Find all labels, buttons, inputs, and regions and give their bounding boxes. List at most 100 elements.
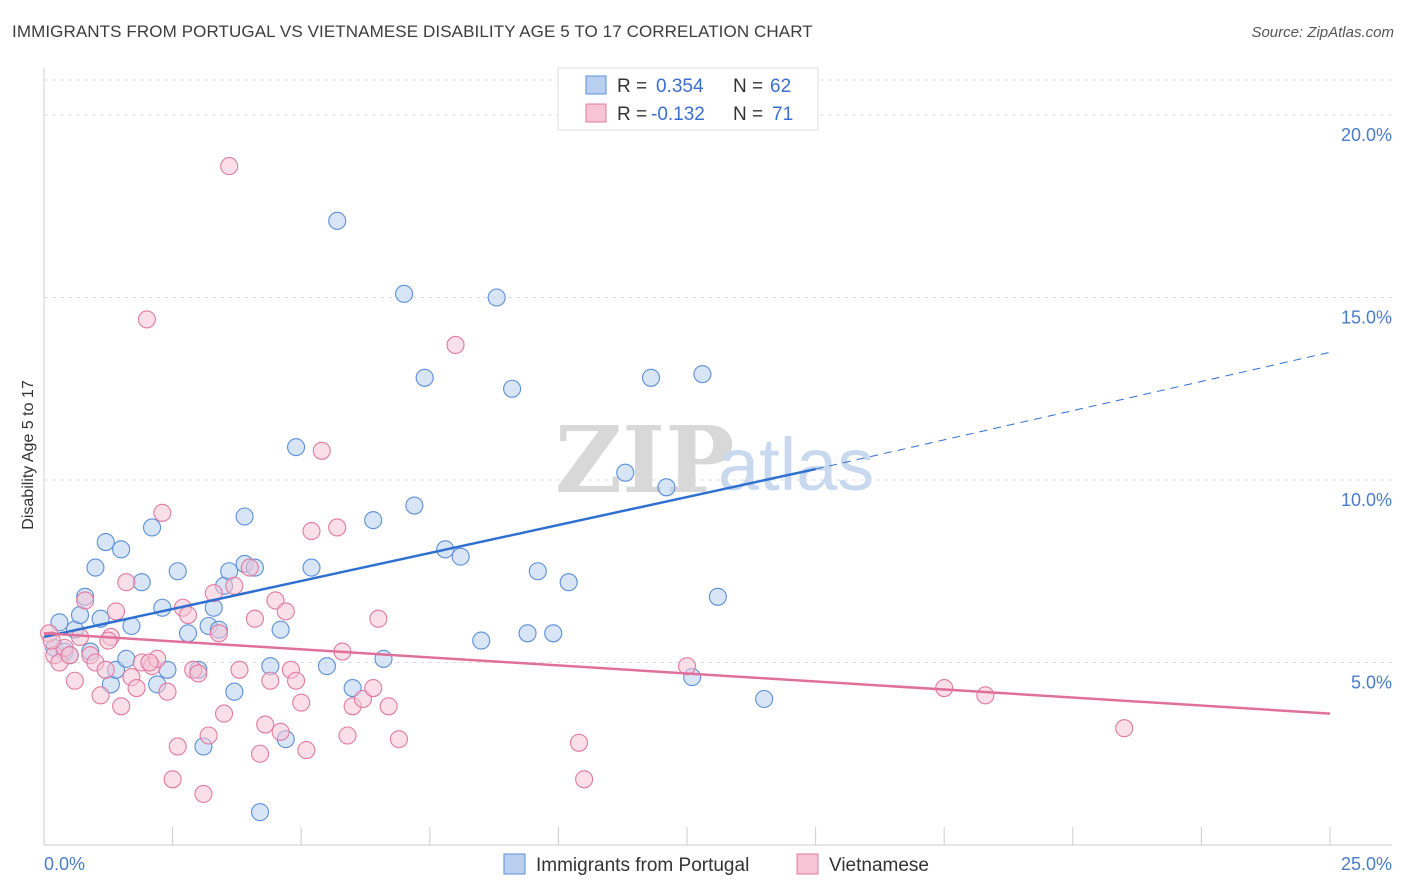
point-vietnamese xyxy=(297,741,316,760)
chart-source: Source: ZipAtlas.com xyxy=(1251,24,1394,41)
point-portugal xyxy=(395,284,414,303)
legend-n-label-2: N = xyxy=(733,104,763,125)
point-vietnamese xyxy=(389,730,408,749)
point-vietnamese xyxy=(204,584,223,603)
x-tick-labels: 0.0% 25.0% xyxy=(44,854,1392,874)
point-vietnamese xyxy=(230,660,249,679)
y-tick-label: 10.0% xyxy=(1341,490,1392,510)
point-portugal xyxy=(641,368,661,387)
point-portugal xyxy=(528,562,547,581)
data-points xyxy=(40,157,1134,822)
y-tick-labels: 5.0% 10.0% 15.0% 20.0% xyxy=(1341,125,1392,693)
y-axis-label: Disability Age 5 to 17 xyxy=(20,380,37,530)
point-vietnamese xyxy=(112,697,131,716)
bottom-legend-swatch-vietnamese xyxy=(796,853,819,875)
point-portugal xyxy=(616,463,635,482)
point-vietnamese xyxy=(338,726,357,745)
point-vietnamese xyxy=(117,573,136,592)
y-tick-label: 15.0% xyxy=(1341,308,1392,328)
point-vietnamese xyxy=(168,737,187,756)
point-vietnamese xyxy=(153,503,172,522)
legend: R = 0.354 N = 62 R = -0.132 N = 71 xyxy=(557,67,819,131)
point-vietnamese xyxy=(328,518,347,537)
point-vietnamese xyxy=(302,522,321,541)
point-vietnamese xyxy=(99,631,118,650)
point-vietnamese xyxy=(287,671,306,690)
point-vietnamese xyxy=(140,653,159,672)
point-portugal xyxy=(287,438,306,457)
point-vietnamese xyxy=(127,678,146,698)
point-vietnamese xyxy=(214,704,234,723)
x-tick-label: 25.0% xyxy=(1341,854,1392,874)
point-vietnamese xyxy=(163,770,182,789)
y-tick-label: 5.0% xyxy=(1351,673,1392,693)
point-vietnamese xyxy=(256,715,275,734)
point-vietnamese xyxy=(250,744,270,763)
watermark: ZIP atlas xyxy=(555,406,874,514)
point-vietnamese xyxy=(245,609,264,628)
chart-title: IMMIGRANTS FROM PORTUGAL VS VIETNAMESE D… xyxy=(12,22,813,41)
axes xyxy=(43,68,1392,846)
point-portugal xyxy=(657,478,676,497)
point-portugal xyxy=(518,624,537,643)
point-portugal xyxy=(235,507,254,526)
point-vietnamese xyxy=(76,591,95,610)
legend-r-label-1: R = xyxy=(617,76,647,97)
point-vietnamese xyxy=(199,726,218,745)
bottom-legend-swatch-portugal xyxy=(503,853,526,875)
point-vietnamese xyxy=(220,157,239,176)
trend-line-portugal-extension xyxy=(815,351,1331,470)
point-vietnamese xyxy=(60,646,79,665)
point-vietnamese xyxy=(369,609,388,628)
point-vietnamese xyxy=(106,602,126,621)
bottom-legend-label-vietnamese: Vietnamese xyxy=(829,855,929,876)
point-portugal xyxy=(472,631,491,650)
trend-line-vietnamese xyxy=(43,632,1331,715)
point-portugal xyxy=(503,379,522,398)
point-portugal xyxy=(544,624,563,643)
point-vietnamese xyxy=(569,733,589,752)
point-portugal xyxy=(708,587,727,606)
point-portugal xyxy=(487,288,506,307)
legend-swatch-portugal xyxy=(585,75,607,95)
watermark-zip: ZIP xyxy=(555,406,734,514)
point-vietnamese xyxy=(178,605,198,625)
trend-lines xyxy=(43,351,1331,715)
point-vietnamese xyxy=(240,558,259,577)
point-vietnamese xyxy=(194,784,213,803)
point-portugal xyxy=(250,803,270,822)
point-portugal xyxy=(117,649,136,668)
point-portugal xyxy=(112,540,131,559)
trend-line-portugal xyxy=(43,467,816,639)
point-portugal xyxy=(142,518,162,537)
point-vietnamese xyxy=(1115,719,1134,738)
point-portugal xyxy=(96,532,115,552)
point-portugal xyxy=(178,624,198,643)
point-portugal xyxy=(451,547,470,566)
point-vietnamese xyxy=(209,624,228,643)
y-tick-label: 20.0% xyxy=(1341,125,1392,145)
point-vietnamese xyxy=(225,576,244,595)
watermark-atlas: atlas xyxy=(718,423,874,506)
point-portugal xyxy=(415,368,434,387)
point-vietnamese xyxy=(261,671,280,690)
point-portugal xyxy=(168,562,187,581)
point-vietnamese xyxy=(976,686,995,705)
point-vietnamese xyxy=(276,602,295,621)
legend-r-label-2: R = xyxy=(617,104,647,125)
point-vietnamese xyxy=(158,682,177,701)
point-vietnamese xyxy=(364,678,383,698)
bottom-legend-label-portugal: Immigrants from Portugal xyxy=(536,855,749,876)
point-portugal xyxy=(693,365,712,384)
legend-r-value-1: 0.354 xyxy=(656,76,704,97)
point-portugal xyxy=(364,511,383,530)
point-vietnamese xyxy=(271,722,290,741)
point-vietnamese xyxy=(575,770,594,789)
point-vietnamese xyxy=(446,335,465,355)
bottom-legend: Immigrants from Portugal Vietnamese xyxy=(503,853,929,876)
legend-n-value-2: 71 xyxy=(772,104,793,125)
point-portugal xyxy=(405,496,424,515)
point-portugal xyxy=(317,657,336,676)
point-vietnamese xyxy=(96,660,115,679)
